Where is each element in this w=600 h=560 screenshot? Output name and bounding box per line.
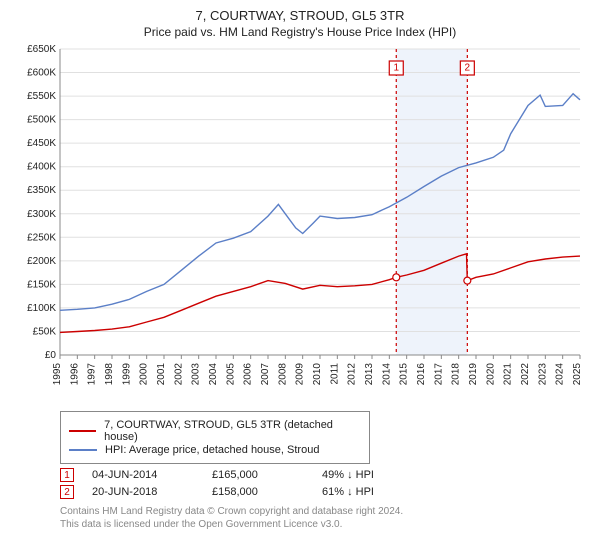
svg-text:£50K: £50K <box>33 326 57 337</box>
svg-text:2: 2 <box>465 63 471 74</box>
svg-text:£200K: £200K <box>27 256 56 267</box>
svg-text:£450K: £450K <box>27 138 56 149</box>
sale-date: 04-JUN-2014 <box>92 469 212 481</box>
footnote-line: This data is licensed under the Open Gov… <box>60 518 586 531</box>
svg-text:2006: 2006 <box>243 363 254 386</box>
svg-text:2024: 2024 <box>555 363 566 386</box>
svg-text:£0: £0 <box>45 350 57 361</box>
sale-row: 1 04-JUN-2014£165,00049% ↓ HPI <box>60 468 586 482</box>
footnote-line: Contains HM Land Registry data © Crown c… <box>60 505 586 518</box>
chart-area: £0 £50K £100K £150K £200K £250K £300K £350K £400… <box>14 45 586 405</box>
svg-text:1998: 1998 <box>104 363 115 386</box>
chart-container: 7, COURTWAY, STROUD, GL5 3TR Price paid … <box>0 0 600 560</box>
svg-text:2025: 2025 <box>572 363 583 386</box>
legend-swatch <box>69 430 96 432</box>
svg-text:2004: 2004 <box>208 363 219 386</box>
series-hpi <box>60 94 580 311</box>
sale-date: 20-JUN-2018 <box>92 486 212 498</box>
svg-text:£500K: £500K <box>27 115 56 126</box>
svg-text:£600K: £600K <box>27 68 56 79</box>
sale-delta: 61% ↓ HPI <box>322 486 422 498</box>
legend: 7, COURTWAY, STROUD, GL5 3TR (detached h… <box>60 411 370 464</box>
svg-text:2008: 2008 <box>277 363 288 386</box>
legend-row: 7, COURTWAY, STROUD, GL5 3TR (detached h… <box>69 419 361 443</box>
svg-text:2005: 2005 <box>225 363 236 386</box>
svg-text:£150K: £150K <box>27 279 56 290</box>
sale-price: £158,000 <box>212 486 322 498</box>
svg-text:2009: 2009 <box>295 363 306 386</box>
sale-delta: 49% ↓ HPI <box>322 469 422 481</box>
legend-label: 7, COURTWAY, STROUD, GL5 3TR (detached h… <box>104 419 361 443</box>
svg-text:1996: 1996 <box>69 363 80 386</box>
chart-subtitle: Price paid vs. HM Land Registry's House … <box>14 25 586 39</box>
footnote: Contains HM Land Registry data © Crown c… <box>60 505 586 531</box>
svg-text:2000: 2000 <box>139 363 150 386</box>
svg-text:£650K: £650K <box>27 45 56 55</box>
svg-text:1: 1 <box>393 63 399 74</box>
svg-text:1995: 1995 <box>52 363 63 386</box>
line-chart-svg: £0 £50K £100K £150K £200K £250K £300K £350K £400… <box>14 45 586 405</box>
sale-row: 2 20-JUN-2018£158,00061% ↓ HPI <box>60 485 586 499</box>
svg-text:2020: 2020 <box>485 363 496 386</box>
svg-text:£300K: £300K <box>27 209 56 220</box>
legend-row: HPI: Average price, detached house, Stro… <box>69 444 361 456</box>
svg-text:£250K: £250K <box>27 232 56 243</box>
svg-text:2022: 2022 <box>520 363 531 386</box>
svg-text:2016: 2016 <box>416 363 427 386</box>
svg-text:£400K: £400K <box>27 162 56 173</box>
svg-text:2010: 2010 <box>312 363 323 386</box>
svg-text:2018: 2018 <box>451 363 462 386</box>
series-property <box>60 254 580 333</box>
legend-label: HPI: Average price, detached house, Stro… <box>105 444 319 456</box>
svg-text:£550K: £550K <box>27 91 56 102</box>
svg-text:2015: 2015 <box>399 363 410 386</box>
svg-text:2019: 2019 <box>468 363 479 386</box>
sale-price: £165,000 <box>212 469 322 481</box>
svg-text:2011: 2011 <box>329 363 340 385</box>
legend-swatch <box>69 449 97 451</box>
svg-text:2001: 2001 <box>156 363 167 386</box>
sale-marker-box: 2 <box>60 485 74 499</box>
svg-text:2023: 2023 <box>537 363 548 386</box>
sales-table: 1 04-JUN-2014£165,00049% ↓ HPI 2 20-JUN-201… <box>60 468 586 499</box>
svg-text:2002: 2002 <box>173 363 184 386</box>
svg-text:2013: 2013 <box>364 363 375 386</box>
svg-text:2014: 2014 <box>381 363 392 386</box>
svg-text:£100K: £100K <box>27 303 56 314</box>
svg-text:2021: 2021 <box>503 363 514 386</box>
svg-text:1999: 1999 <box>121 363 132 386</box>
svg-text:2012: 2012 <box>347 363 358 386</box>
svg-text:2007: 2007 <box>260 363 271 386</box>
sale-marker-box: 1 <box>60 468 74 482</box>
svg-text:2017: 2017 <box>433 363 444 386</box>
svg-text:2003: 2003 <box>191 363 202 386</box>
svg-text:£350K: £350K <box>27 185 56 196</box>
chart-title: 7, COURTWAY, STROUD, GL5 3TR <box>14 8 586 23</box>
svg-text:1997: 1997 <box>87 363 98 386</box>
